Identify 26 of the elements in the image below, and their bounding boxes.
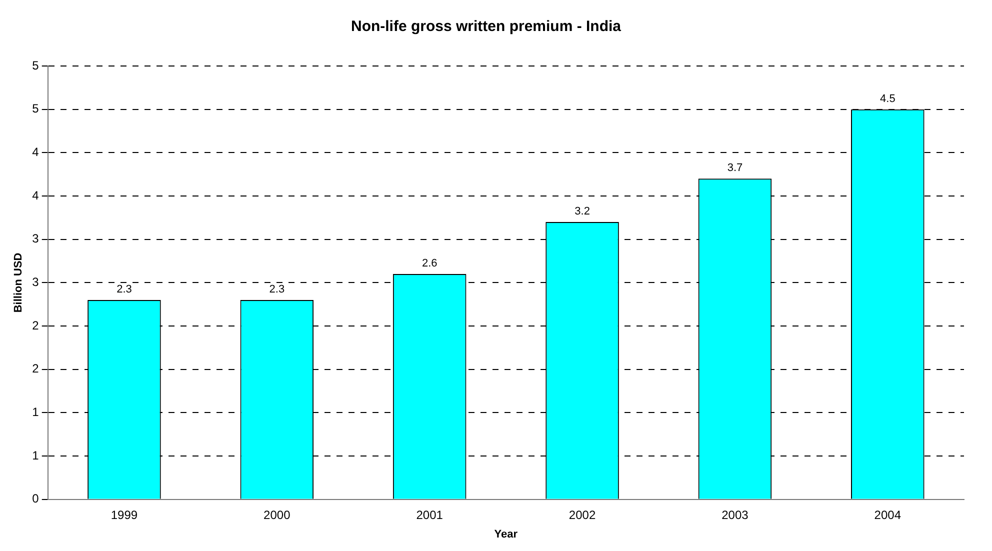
- x-tick-label: 2000: [264, 508, 291, 522]
- y-tick-label: 1: [32, 448, 40, 462]
- y-tick-label: 4: [32, 188, 40, 202]
- y-axis-title: Billion USD: [12, 252, 25, 313]
- x-tick-label: 2001: [416, 508, 444, 522]
- chart-title: Non-life gross written premium - India: [350, 18, 622, 36]
- x-tick-label: 1999: [110, 508, 138, 522]
- y-tick-label: 4: [32, 144, 40, 159]
- y-tick-label: 3: [32, 232, 40, 246]
- y-tick-label: 2: [32, 362, 40, 376]
- data-label: 4.5: [880, 92, 896, 105]
- y-tick-label: 5: [32, 102, 40, 116]
- data-label: 2.3: [116, 284, 132, 296]
- data-label: 2.6: [422, 258, 438, 270]
- y-tick-label: 5: [32, 58, 40, 72]
- y-tick-label: 3: [32, 275, 40, 290]
- y-tick-label: 2: [32, 318, 40, 332]
- data-label: 3.2: [574, 206, 590, 218]
- x-axis-title: Year: [494, 528, 518, 540]
- data-label: 3.7: [727, 162, 743, 174]
- x-tick-label: 2003: [722, 508, 749, 522]
- x-tick-label: 2004: [874, 508, 902, 522]
- y-tick-label: 0: [32, 492, 40, 506]
- x-tick-label: 2002: [568, 508, 596, 522]
- data-label: 2.3: [269, 284, 285, 296]
- y-tick-label: 1: [32, 405, 40, 420]
